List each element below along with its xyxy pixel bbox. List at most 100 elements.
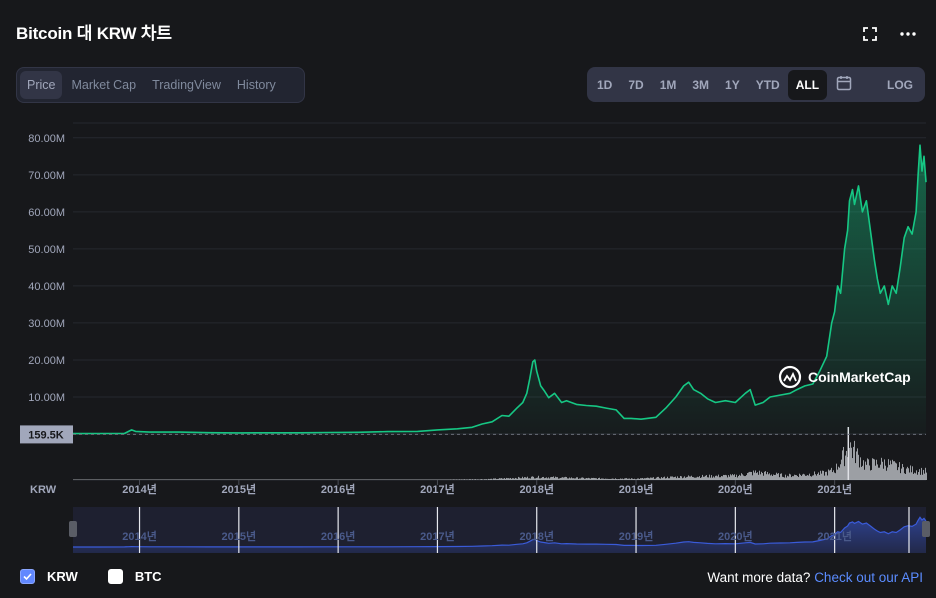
y-tick-label: 50.00M — [28, 244, 65, 256]
volume-bar — [269, 479, 270, 480]
volume-bar — [81, 479, 82, 480]
volume-bar — [103, 479, 104, 480]
volume-bar — [424, 479, 425, 480]
volume-bar — [678, 477, 679, 480]
tab-tradingview[interactable]: TradingView — [152, 78, 221, 92]
volume-bar — [239, 479, 240, 480]
volume-bar — [507, 478, 508, 480]
fullscreen-icon[interactable] — [862, 26, 878, 42]
range-ytd-button[interactable]: YTD — [755, 77, 780, 92]
volume-bar — [363, 479, 364, 480]
volume-bar — [680, 475, 681, 480]
volume-bar — [453, 479, 454, 480]
volume-bar — [398, 479, 399, 480]
volume-bar — [758, 474, 759, 480]
volume-bar — [206, 479, 207, 480]
range-1y-button[interactable]: 1Y — [725, 77, 740, 92]
checkbox-checked-icon[interactable] — [20, 569, 35, 584]
log-scale-button[interactable]: LOG — [887, 77, 913, 92]
volume-bar — [305, 479, 306, 480]
volume-bar — [165, 479, 166, 480]
range-3m-button[interactable]: 3M — [692, 77, 710, 92]
tab-market-cap[interactable]: Market Cap — [71, 78, 137, 92]
range-1d-button[interactable]: 1D — [597, 77, 613, 92]
volume-bar — [784, 477, 785, 480]
volume-bar — [359, 479, 360, 480]
volume-bar — [159, 479, 160, 480]
legend-btc[interactable]: BTC — [107, 569, 162, 584]
volume-bar — [715, 475, 716, 480]
volume-bar — [253, 479, 254, 480]
volume-bar — [110, 479, 111, 480]
volume-bar — [796, 475, 797, 480]
volume-bar — [760, 474, 761, 480]
volume-bar — [137, 479, 138, 480]
volume-bar — [456, 479, 457, 480]
volume-bar — [869, 465, 870, 480]
volume-bar — [431, 479, 432, 480]
volume-bar — [143, 479, 144, 480]
volume-bar — [85, 479, 86, 480]
volume-bar — [237, 479, 238, 480]
tab-price[interactable]: Price — [20, 71, 63, 99]
volume-bar — [312, 479, 313, 480]
volume-bar — [413, 479, 414, 480]
volume-bar — [99, 479, 100, 480]
volume-bar — [884, 459, 885, 480]
volume-bar — [827, 475, 828, 480]
coinmarketcap-watermark: CoinMarketCap — [778, 365, 911, 389]
volume-bar — [408, 479, 409, 480]
volume-bar — [489, 479, 490, 480]
volume-bar — [742, 474, 743, 480]
volume-bar — [106, 479, 107, 480]
tab-history[interactable]: History — [236, 78, 276, 92]
volume-bar — [805, 475, 806, 480]
volume-bar — [440, 479, 441, 480]
volume-bar — [415, 479, 416, 480]
volume-bar — [310, 479, 311, 480]
volume-bar — [350, 479, 351, 480]
volume-bar — [778, 473, 779, 480]
range-1m-button[interactable]: 1M — [659, 77, 677, 92]
volume-bar — [797, 476, 798, 480]
volume-bar — [517, 478, 518, 480]
volume-bar — [381, 479, 382, 480]
volume-bar — [655, 478, 656, 480]
checkbox-unchecked-icon[interactable] — [107, 569, 123, 584]
volume-bar — [591, 477, 592, 480]
volume-bar — [788, 476, 789, 480]
range-navigator[interactable]: 2014년 2015년 2016년 2017년 2018년 2019년 2020년 2021년 — [69, 507, 930, 553]
volume-bar — [671, 476, 672, 480]
volume-bar — [915, 473, 916, 480]
volume-bar — [300, 479, 301, 480]
calendar-icon[interactable] — [827, 69, 861, 100]
api-link[interactable]: Check out our API — [814, 570, 923, 585]
volume-bar — [358, 479, 359, 480]
navigator-right-handle[interactable] — [922, 521, 930, 537]
volume-bar — [387, 479, 388, 480]
volume-bar — [754, 472, 755, 480]
more-options-icon[interactable] — [900, 31, 916, 37]
volume-bar — [77, 479, 78, 480]
volume-bar — [169, 479, 170, 480]
volume-bar — [139, 479, 140, 480]
price-chart[interactable]: 10.00M 20.00M 30.00M 40.00M 50.00M 60.00M 70.0… — [0, 115, 936, 555]
volume-bar — [214, 479, 215, 480]
legend-krw[interactable]: KRW — [20, 569, 78, 584]
navigator-tick-label: 2019년 — [619, 529, 654, 543]
volume-bar — [73, 479, 74, 480]
range-all-button[interactable]: ALL — [787, 69, 828, 100]
range-selector: 1D 7D 1M 3M 1Y YTD ALL LOG — [587, 67, 925, 102]
volume-bar — [329, 479, 330, 480]
range-7d-button[interactable]: 7D — [628, 77, 644, 92]
volume-bar — [654, 478, 655, 480]
volume-bar — [638, 478, 639, 480]
volume-bar — [557, 477, 558, 480]
volume-bar — [410, 479, 411, 480]
volume-bar — [128, 479, 129, 480]
navigator-tick-label: 2018년 — [519, 529, 554, 543]
x-tick-label: 2015년 — [222, 482, 257, 496]
volume-bar — [530, 478, 531, 480]
navigator-left-handle[interactable] — [69, 521, 77, 537]
volume-bar — [893, 461, 894, 480]
